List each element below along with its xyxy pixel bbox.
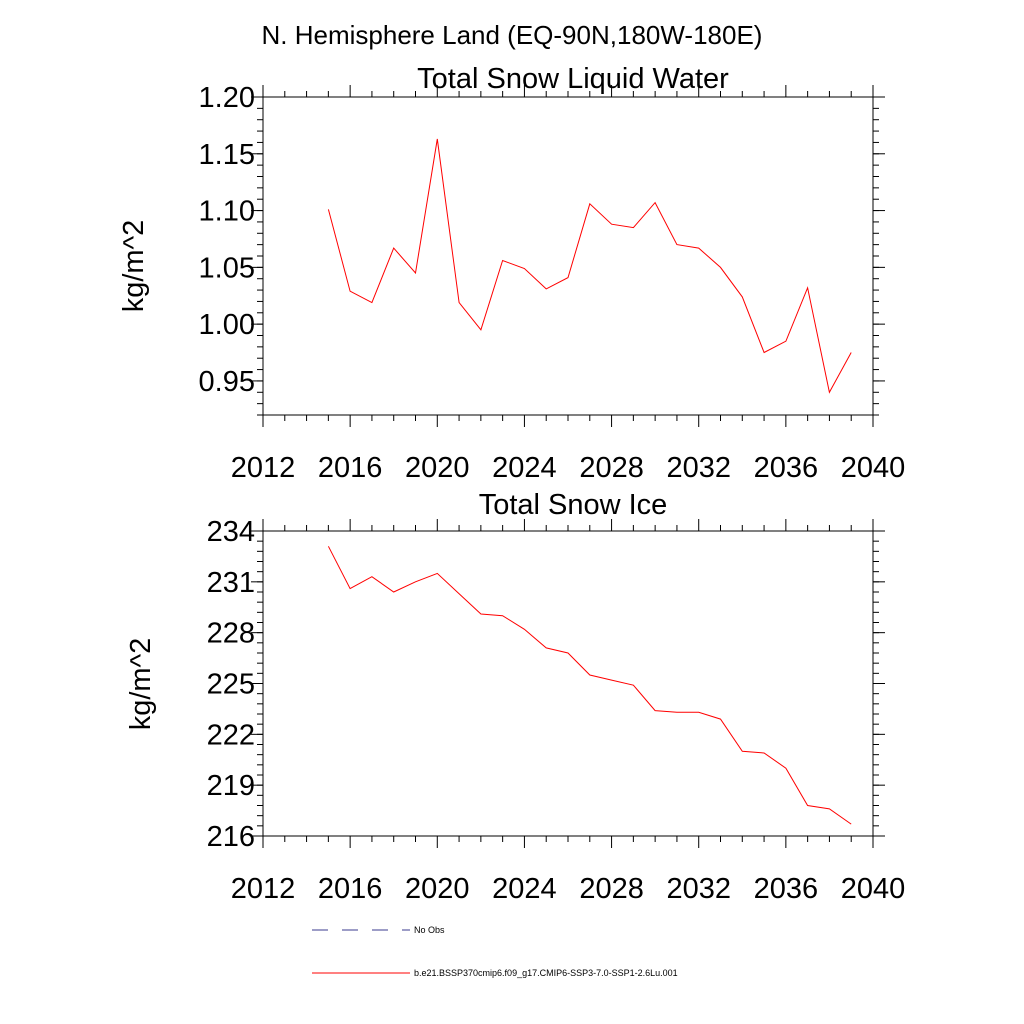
x-tick-label: 2040 — [841, 873, 906, 905]
figure-suptitle: N. Hemisphere Land (EQ-90N,180W-180E) — [262, 20, 763, 50]
panel-title: Total Snow Liquid Water — [417, 63, 729, 95]
legend-model-label: b.e21.BSSP370cmip6.f09_g17.CMIP6-SSP3-7.… — [414, 968, 678, 978]
axis-ticks — [251, 85, 885, 427]
y-tick-label: 231 — [207, 567, 255, 599]
y-axis-label: kg/m^2 — [125, 638, 157, 731]
legend: No Obs b.e21.BSSP370cmip6.f09_g17.CMIP6-… — [312, 925, 678, 978]
x-tick-label: 2028 — [579, 452, 644, 484]
x-tick-label: 2036 — [754, 873, 819, 905]
x-tick-label: 2028 — [579, 873, 644, 905]
legend-obs-label: No Obs — [414, 925, 445, 935]
plot-frame — [262, 96, 874, 416]
series-line-1 — [327, 138, 852, 394]
y-axis-label: kg/m^2 — [118, 220, 150, 313]
y-tick-label: 228 — [207, 618, 255, 650]
y-tick-label: 1.10 — [199, 196, 255, 228]
x-tick-label: 2016 — [318, 873, 383, 905]
y-tick-label: 219 — [207, 770, 255, 802]
y-tick-label: 1.00 — [199, 309, 255, 341]
x-tick-label: 2020 — [405, 873, 470, 905]
y-tick-label: 0.95 — [199, 366, 255, 398]
y-tick-label: 1.15 — [199, 139, 255, 171]
panel-title: Total Snow Ice — [479, 489, 668, 521]
y-tick-label: 216 — [207, 821, 255, 853]
x-tick-label: 2024 — [492, 452, 557, 484]
x-tick-label: 2020 — [405, 452, 470, 484]
axis-ticks — [251, 519, 885, 848]
x-tick-label: 2036 — [754, 452, 819, 484]
series-line-1 — [327, 546, 852, 825]
x-tick-label: 2024 — [492, 873, 557, 905]
x-tick-label: 2032 — [666, 873, 731, 905]
y-tick-label: 234 — [207, 516, 255, 548]
x-tick-label: 2012 — [231, 452, 296, 484]
y-tick-label: 1.20 — [199, 82, 255, 114]
chart-panel-2: Total Snow Ice 2012 2016 2020 2024 2028 2032 20… — [125, 489, 905, 905]
chart-panel-1: Total Snow Liquid Water 2012 2016 2020 2024 2… — [118, 63, 905, 484]
y-tick-label: 222 — [207, 719, 255, 751]
x-tick-label: 2016 — [318, 452, 383, 484]
x-tick-label: 2032 — [666, 452, 731, 484]
x-tick-label: 2040 — [841, 452, 906, 484]
plot-frame — [262, 530, 874, 837]
y-tick-label: 225 — [207, 669, 255, 701]
x-tick-label: 2012 — [231, 873, 296, 905]
y-tick-label: 1.05 — [199, 252, 255, 284]
